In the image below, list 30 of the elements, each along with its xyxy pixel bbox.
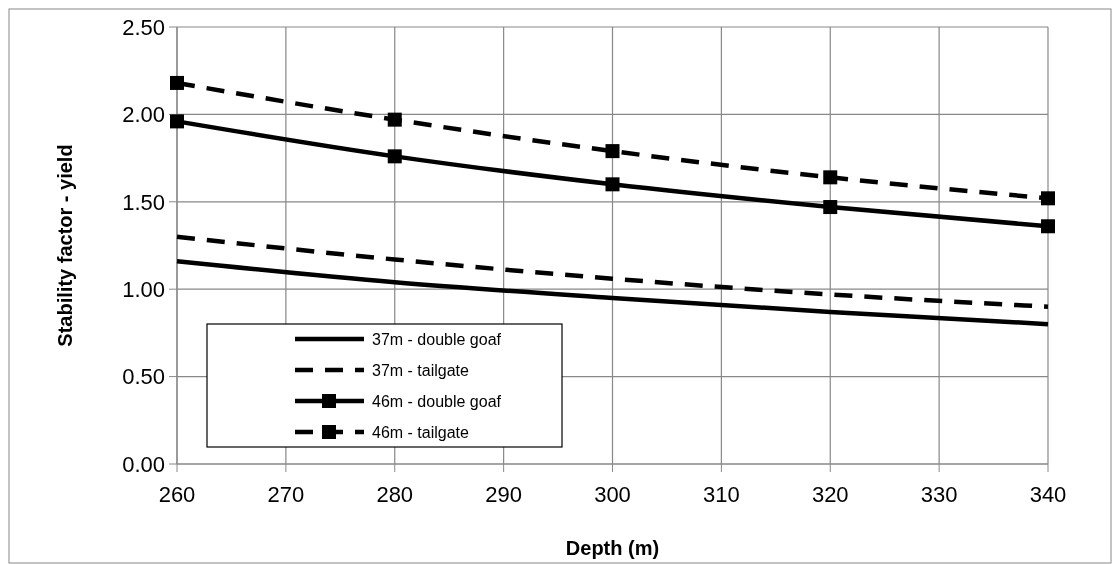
x-axis-title: Depth (m)	[565, 537, 660, 559]
point	[605, 177, 620, 192]
point	[387, 149, 402, 164]
x-tick-label: 300	[594, 482, 631, 507]
x-tick-label: 340	[1029, 482, 1067, 507]
point	[823, 200, 838, 215]
legend-label: 37m - double goaf	[372, 330, 502, 348]
x-tick-label: 260	[158, 482, 196, 507]
y-tick-label: 2.50	[122, 14, 165, 40]
point	[1041, 219, 1055, 234]
legend-label: 46m - double goaf	[372, 392, 502, 410]
y-tick-label: 2.00	[122, 102, 165, 128]
y-tick-label: 1.50	[122, 189, 165, 215]
x-tick-label: 330	[920, 482, 958, 507]
y-tick-label: 0.50	[122, 364, 165, 390]
x-tick-label: 310	[703, 482, 740, 507]
x-tick-label: 320	[811, 482, 849, 507]
y-tick-label: 0.00	[122, 451, 165, 477]
point	[170, 75, 184, 90]
point	[1041, 191, 1055, 206]
point	[605, 144, 620, 159]
y-axis-title: Stability factor - yield	[54, 144, 76, 347]
legend-label: 46m - tailgate	[372, 423, 470, 441]
legend-label: 37m - tailgate	[372, 361, 470, 379]
point	[823, 170, 838, 185]
x-tick-label: 270	[267, 482, 305, 507]
y-tick-label: 1.00	[122, 276, 165, 302]
point	[387, 112, 402, 127]
x-tick-label: 280	[376, 482, 414, 507]
x-tick-label: 290	[485, 482, 522, 507]
